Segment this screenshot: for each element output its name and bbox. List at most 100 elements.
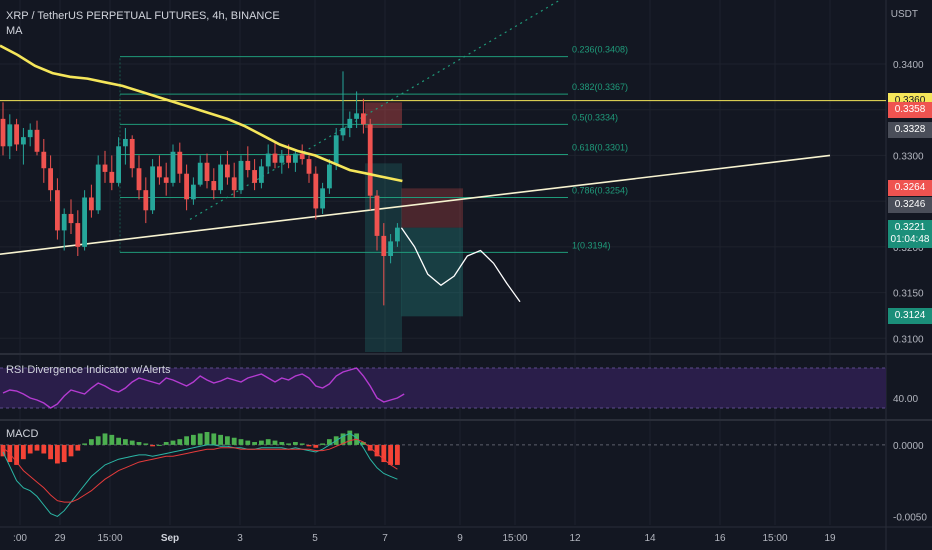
candle-body <box>347 118 353 128</box>
rsi-line <box>2 367 405 409</box>
candle-body <box>279 155 285 163</box>
macd-pane-title: MACD <box>6 428 39 440</box>
price-tick-label: 0.3150 <box>893 289 924 300</box>
candle-body <box>374 195 380 236</box>
candle-body <box>48 168 53 191</box>
macd-histogram-bar <box>68 444 74 457</box>
macd-histogram-bar <box>55 444 60 464</box>
fib-level-label: 0.236(0.3408) <box>572 45 628 55</box>
candle-body <box>333 135 339 165</box>
macd-histogram-bar <box>306 444 312 447</box>
fib-level-label: 0.618(0.3301) <box>572 143 628 153</box>
candle-body <box>272 153 278 163</box>
forecast-path <box>400 227 521 303</box>
support-trendline <box>0 154 831 255</box>
macd-line <box>2 432 398 517</box>
candle-body <box>367 124 373 196</box>
macd-histogram-bar <box>388 444 393 465</box>
macd-histogram-bar <box>259 440 264 445</box>
symbol-title: XRP / TetherUS PERPETUAL FUTURES, 4h, BI… <box>6 10 280 22</box>
candle-body <box>320 188 325 209</box>
macd-histogram-bar <box>143 443 149 445</box>
macd-histogram-bar <box>374 444 380 457</box>
macd-histogram-bar <box>41 444 47 454</box>
macd-histogram-bar <box>0 444 6 457</box>
macd-histogram-bar <box>14 444 19 465</box>
candle-body <box>259 166 264 183</box>
time-tick-label: 15:00 <box>762 533 787 544</box>
macd-histogram-bar <box>252 442 257 445</box>
macd-histogram-bar <box>170 440 176 445</box>
time-tick-label: :00 <box>13 533 27 544</box>
time-tick-label: 3 <box>237 533 243 544</box>
price-tick-label: 0.3400 <box>893 60 924 71</box>
macd-histogram-bar <box>286 443 291 445</box>
macd-histogram-bar <box>34 444 40 451</box>
fib-level-label: 1(0.3194) <box>572 240 611 250</box>
candle-body <box>116 146 121 183</box>
candle-body <box>265 153 271 167</box>
macd-histogram-bar <box>197 433 203 445</box>
candle-body <box>102 164 108 172</box>
candle-body <box>204 162 210 182</box>
candle-body <box>388 241 393 256</box>
candle-body <box>89 197 94 211</box>
macd-histogram-bar <box>395 444 400 465</box>
candle-body <box>150 166 155 211</box>
candle-body <box>252 170 257 183</box>
candle-body <box>21 137 26 145</box>
time-tick-label: 12 <box>569 533 581 544</box>
macd-histogram-bar <box>211 433 217 445</box>
entry-top-zone <box>365 102 402 128</box>
candle-body <box>191 184 196 200</box>
price-tag: 0.3124 <box>888 308 932 325</box>
candle-body <box>14 124 19 145</box>
macd-histogram-bar <box>61 444 67 463</box>
candle-body <box>293 153 298 163</box>
candle-body <box>225 164 230 178</box>
candle-body <box>95 164 101 211</box>
macd-histogram-bar <box>116 437 121 445</box>
candle-body <box>143 190 149 211</box>
macd-histogram-bar <box>123 439 128 445</box>
candle-body <box>354 113 359 119</box>
candle-body <box>170 151 176 183</box>
macd-histogram-bar <box>150 444 155 447</box>
fib-level-label: 0.382(0.3367) <box>572 82 628 92</box>
macd-histogram-bar <box>109 434 115 445</box>
candle-body <box>306 159 312 174</box>
candle-body <box>340 128 346 136</box>
macd-histogram-bar <box>245 440 251 445</box>
time-tick-label: Sep <box>161 533 179 544</box>
candle-body <box>327 164 332 189</box>
time-tick-label: 16 <box>714 533 726 544</box>
macd-histogram-bar <box>265 439 271 445</box>
macd-histogram-bar <box>320 443 325 445</box>
price-tag: 0.3328 <box>888 121 932 138</box>
macd-histogram-bar <box>279 442 285 445</box>
candle-body <box>75 223 81 247</box>
candle-body <box>231 177 237 191</box>
macd-histogram-bar <box>163 442 169 445</box>
macd-histogram-bar <box>157 444 162 446</box>
candle-body <box>238 160 244 191</box>
time-tick-label: 7 <box>382 533 388 544</box>
price-tag: 0.3246 <box>888 196 932 213</box>
macd-histogram-bar <box>381 444 387 463</box>
candle-body <box>245 160 251 171</box>
candle-body <box>286 155 291 163</box>
currency-label: USDT <box>890 9 918 20</box>
candle-body <box>68 213 74 224</box>
macd-histogram-bar <box>272 440 278 445</box>
time-tick-label: 15:00 <box>502 533 527 544</box>
macd-histogram-bar <box>48 444 53 460</box>
candle-body <box>157 166 162 178</box>
candle-body <box>197 162 203 185</box>
candle-body <box>7 124 13 147</box>
time-tick-label: 14 <box>644 533 656 544</box>
price-tag: 0.3221 <box>888 219 932 236</box>
candle-body <box>313 173 319 209</box>
macd-histogram-bar <box>95 436 101 445</box>
signal-line <box>2 438 398 503</box>
